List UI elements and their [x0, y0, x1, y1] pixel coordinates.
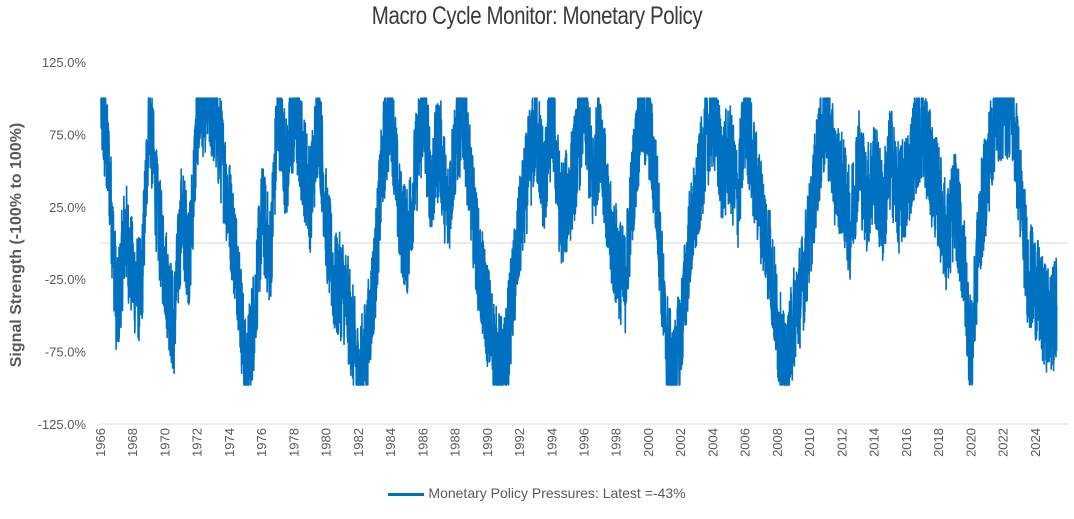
x-tick-label: 1992 — [512, 428, 527, 457]
x-tick-label: 2004 — [705, 428, 720, 457]
x-tick-label: 2022 — [996, 428, 1011, 457]
x-tick-label: 2016 — [899, 428, 914, 457]
y-tick-label: 75.0% — [49, 127, 86, 142]
x-tick-label: 2006 — [738, 428, 753, 457]
x-axis-ticks: 1966 1968 1970 1972 1974 1976 1978 1980 1982 1984… — [93, 428, 1043, 457]
x-tick-label: 1970 — [157, 428, 172, 457]
x-tick-label: 1976 — [254, 428, 269, 457]
x-tick-label: 1998 — [609, 428, 624, 457]
x-tick-label: 2018 — [931, 428, 946, 457]
legend-label: Monetary Policy Pressures: Latest =-43% — [428, 485, 686, 501]
series-line — [100, 97, 1058, 386]
series-group — [100, 97, 1058, 386]
y-tick-label: 125.0% — [42, 55, 87, 70]
x-tick-label: 2024 — [1028, 428, 1043, 457]
x-tick-label: 2020 — [963, 428, 978, 457]
y-tick-label: 25.0% — [49, 200, 86, 215]
x-tick-label: 1968 — [125, 428, 140, 457]
y-tick-label: -75.0% — [45, 345, 87, 360]
x-tick-label: 2010 — [802, 428, 817, 457]
x-tick-label: 1996 — [577, 428, 592, 457]
x-tick-label: 1988 — [448, 428, 463, 457]
x-tick-label: 2008 — [770, 428, 785, 457]
legend: Monetary Policy Pressures: Latest =-43% — [0, 485, 1074, 501]
chart-title: Macro Cycle Monitor: Monetary Policy — [371, 2, 703, 30]
x-tick-label: 1984 — [383, 428, 398, 457]
x-tick-label: 1972 — [190, 428, 205, 457]
x-tick-label: 1966 — [93, 428, 108, 457]
y-tick-label: -125.0% — [38, 417, 87, 432]
x-tick-label: 1994 — [544, 428, 559, 457]
legend-swatch — [388, 492, 425, 496]
x-tick-label: 1990 — [480, 428, 495, 457]
x-tick-label: 1980 — [319, 428, 334, 457]
x-tick-label: 2012 — [834, 428, 849, 457]
x-tick-label: 2002 — [673, 428, 688, 457]
x-tick-label: 1978 — [286, 428, 301, 457]
x-tick-label: 2014 — [867, 428, 882, 457]
y-axis-ticks: -125.0% -75.0% -25.0% 25.0% 75.0% 125.0% — [38, 55, 87, 432]
x-tick-label: 1986 — [415, 428, 430, 457]
x-tick-label: 1974 — [222, 428, 237, 457]
x-tick-label: 1982 — [351, 428, 366, 457]
x-tick-label: 2000 — [641, 428, 656, 457]
y-tick-label: -25.0% — [45, 272, 87, 287]
